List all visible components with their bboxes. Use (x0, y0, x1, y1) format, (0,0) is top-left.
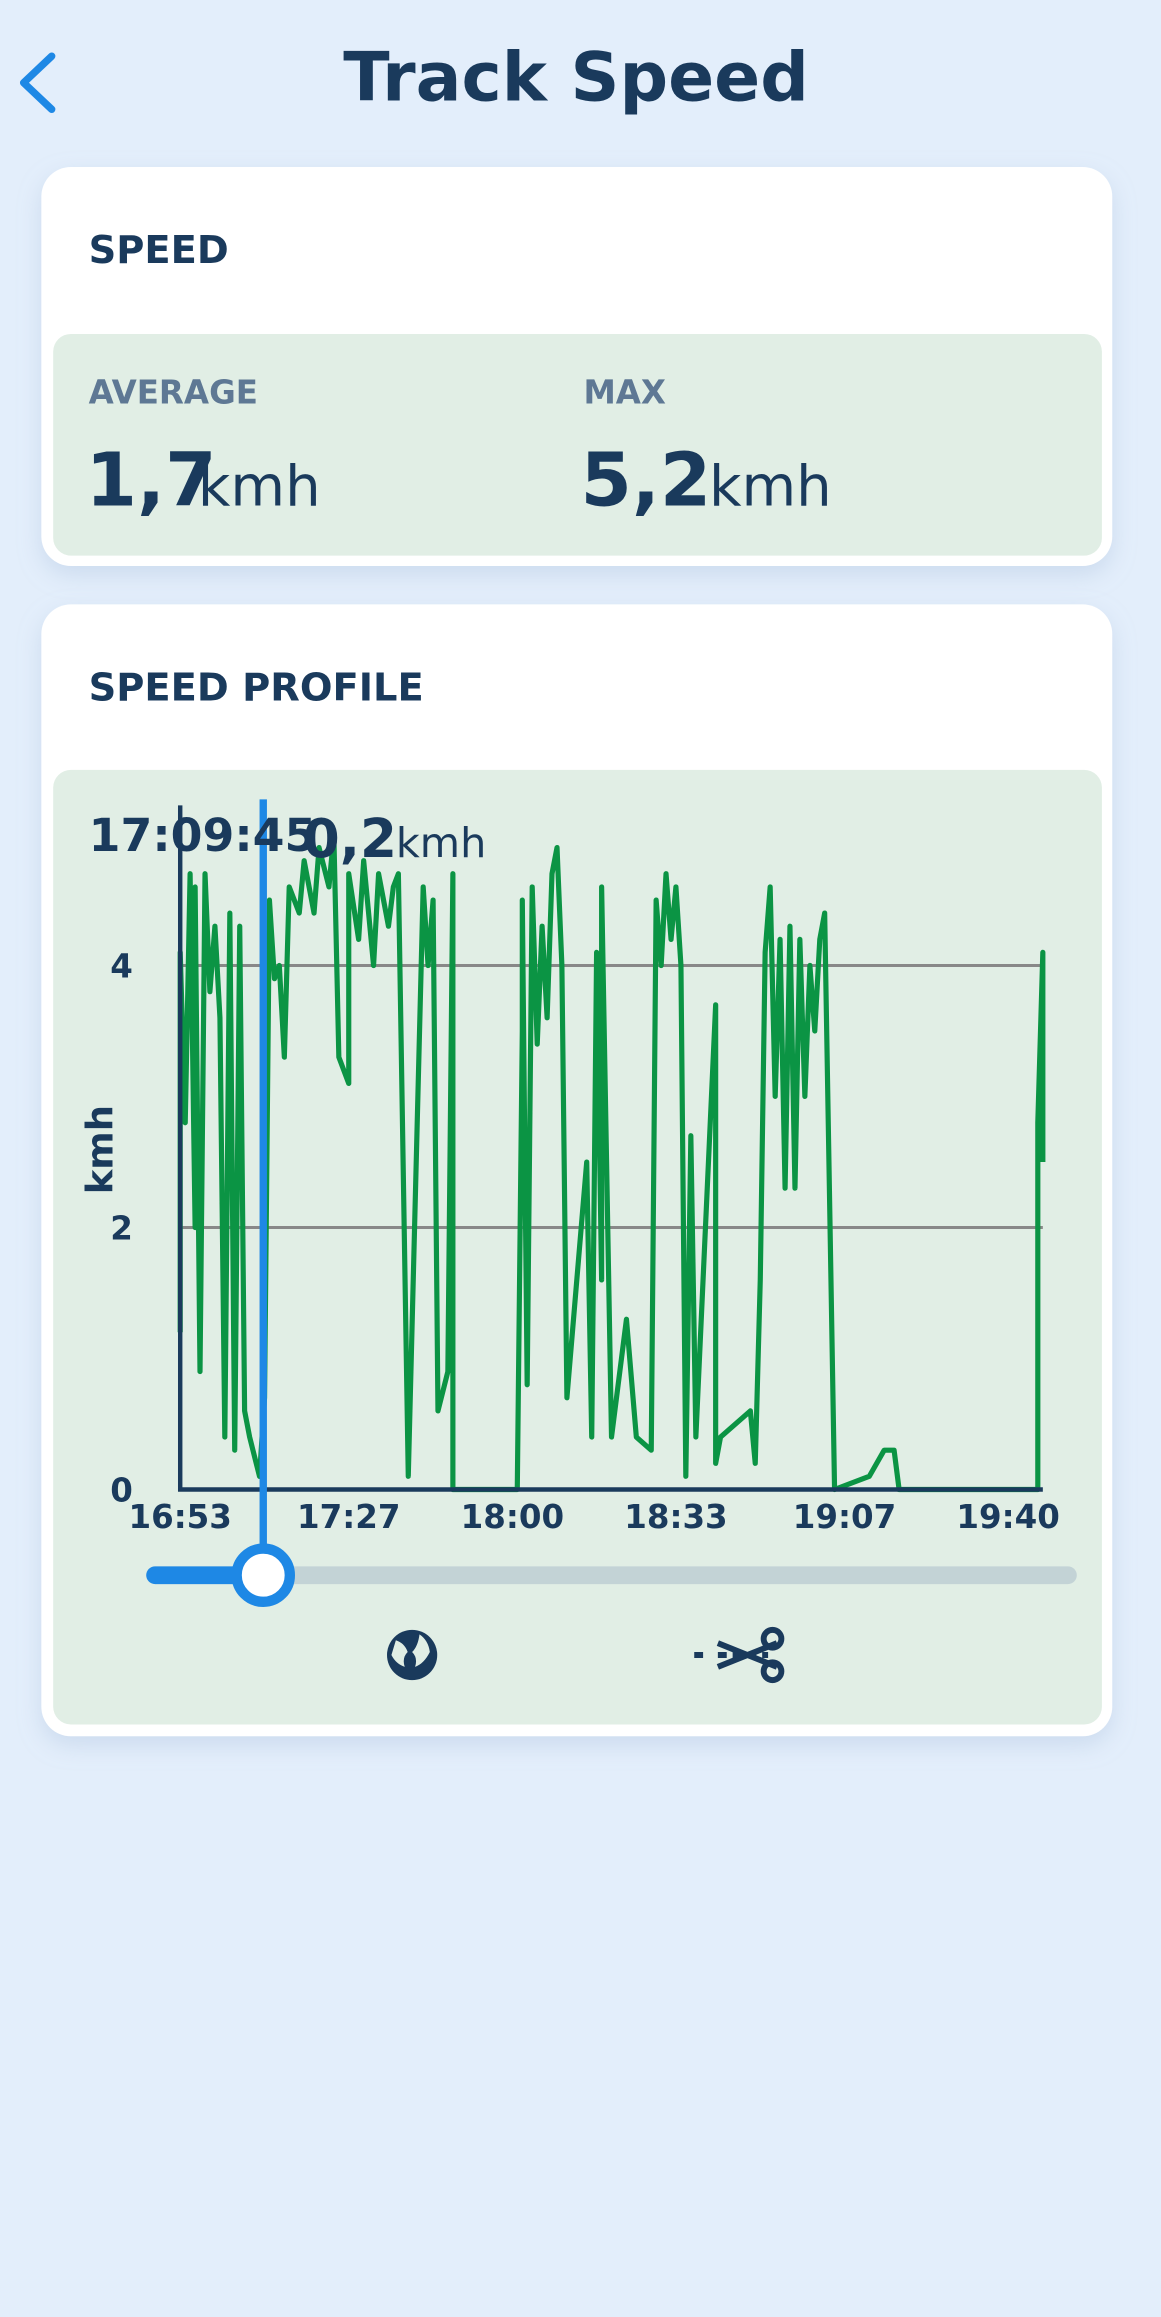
y-tick-label: 2 (110, 1209, 133, 1247)
readout-time: 17:09:45 (89, 808, 317, 862)
stat-label: MAX (583, 373, 666, 411)
cut-button[interactable] (694, 1626, 785, 1684)
stat-value: 5,2 (581, 437, 712, 523)
x-tick-label: 16:53 (128, 1498, 231, 1536)
slider-thumb[interactable] (231, 1543, 296, 1607)
globe-button[interactable] (387, 1629, 438, 1681)
x-tick-label: 18:00 (461, 1498, 564, 1536)
back-button[interactable] (19, 52, 56, 114)
stat-unit: kmh (709, 454, 832, 519)
card-title: SPEED (89, 228, 229, 273)
stat-value: 1,7 (86, 437, 217, 523)
x-tick-label: 17:27 (297, 1498, 400, 1536)
chart: 0 2 4 16:53 17:27 18:00 18:33 19:07 19:40 kmh (78, 799, 1077, 1607)
card-title: SPEED PROFILE (89, 665, 424, 710)
axes (177, 805, 1043, 1492)
y-tick-label: 4 (110, 947, 133, 985)
stats-panel (53, 333, 1102, 556)
x-tick-label: 19:07 (793, 1498, 896, 1536)
y-axis-label: kmh (78, 1105, 121, 1194)
x-tick-label: 19:40 (956, 1498, 1059, 1536)
page-title: Track Speed (343, 38, 809, 117)
readout-unit: kmh (396, 819, 486, 867)
stat-unit: kmh (198, 454, 321, 519)
stat-label: AVERAGE (89, 373, 258, 411)
readout-value: 0,2 (303, 808, 397, 870)
x-tick-label: 18:33 (624, 1498, 727, 1536)
y-tick-label: 0 (110, 1471, 133, 1509)
